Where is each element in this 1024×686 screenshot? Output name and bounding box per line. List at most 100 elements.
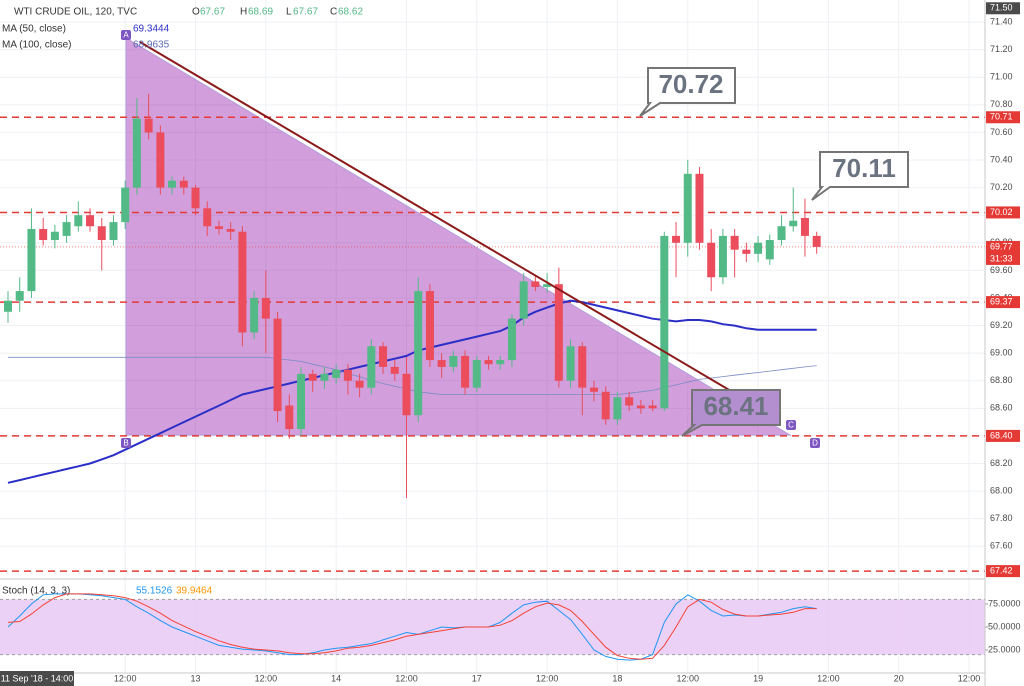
cursor-date-box [0, 671, 74, 686]
pattern-labels: A B C D [121, 30, 820, 448]
y-tick-label: 71.20 [990, 44, 1013, 54]
callout: 70.72 [639, 67, 736, 117]
ma-value: 69.3444 [133, 24, 170, 35]
plot [0, 93, 985, 572]
x-tick-label: 17 [472, 673, 482, 683]
candle-body [425, 291, 434, 361]
candle-body [214, 226, 223, 229]
candle-body [543, 284, 552, 287]
top-tag [986, 2, 1020, 15]
candle-body [168, 180, 177, 188]
candle-body [379, 346, 388, 367]
callout-text: 68.41 [703, 391, 768, 421]
ma-label: MA (100, close) [2, 40, 71, 51]
candle-body [308, 373, 317, 381]
candle-body [660, 235, 669, 409]
candle-body [437, 360, 446, 367]
level-tag [986, 565, 1020, 578]
y-tick-label: 71.40 [990, 16, 1013, 26]
point-box [121, 438, 131, 448]
candle-body [601, 391, 610, 420]
y-tick-label: 68.80 [990, 375, 1013, 385]
candle-body [672, 235, 681, 243]
point-box [786, 420, 796, 430]
point-box [810, 438, 820, 448]
candle-body [261, 297, 270, 319]
candle-body [27, 228, 36, 292]
x-tick-label: 18 [612, 673, 622, 683]
candle-body [332, 369, 341, 378]
stoch-tick-label: 50.0000 [988, 621, 1021, 631]
y-tick-label: 70.20 [990, 182, 1013, 192]
callout-box [639, 67, 736, 117]
candle-body [414, 291, 423, 416]
point-label: B [123, 439, 128, 448]
callout-box [681, 389, 781, 437]
candle-body [273, 318, 282, 412]
last-price-tag [986, 240, 1020, 265]
ohlc-key: H [240, 7, 247, 18]
level-tag-label: 69.37 [990, 296, 1013, 306]
price-axis: 67.60 67.80 68.00 68.20 68.40 68.60 68.80 69.00… [986, 2, 1021, 654]
stoch-tick-label: 25.0000 [988, 644, 1021, 654]
ohlc-value: 68.62 [338, 7, 363, 18]
candle-body [742, 249, 751, 254]
candle-body [86, 215, 95, 227]
candle-body [472, 360, 481, 388]
candle-body [238, 231, 247, 333]
ma-label: MA (50, close) [2, 24, 66, 35]
candle-body [367, 346, 376, 388]
point-label: D [812, 439, 818, 448]
level-tag-label: 67.42 [990, 565, 1013, 575]
y-tick-label: 70.60 [990, 127, 1013, 137]
candle-body [519, 281, 528, 319]
ohlc-key: C [330, 7, 337, 18]
level-tag [986, 206, 1020, 219]
candle-body [343, 369, 352, 381]
x-tick-label: 12:00 [817, 673, 840, 683]
candle-body [320, 373, 329, 381]
y-tick-label: 70.80 [990, 99, 1013, 109]
ma-value: 68.9635 [133, 40, 170, 51]
stoch-tick-label: 75.0000 [988, 598, 1021, 608]
candle-body [461, 355, 470, 388]
candle-body [97, 226, 106, 241]
candle-body [590, 387, 598, 392]
candle-body [707, 242, 716, 278]
ohlc-value: 67.67 [200, 7, 225, 18]
candle-body [226, 228, 235, 232]
callout-box [811, 151, 909, 201]
x-tick-label: 12:00 [958, 673, 981, 683]
candle-body [449, 355, 458, 367]
x-tick-label: 20 [894, 673, 904, 683]
candle-body [789, 220, 798, 227]
stoch-band [0, 599, 985, 655]
candle-body [74, 215, 83, 227]
y-tick-label: 69.60 [990, 265, 1013, 275]
candle-body [800, 217, 809, 236]
candle-body [15, 291, 24, 301]
candle-body [39, 228, 48, 241]
candle-body [648, 405, 657, 409]
x-tick-label: 12:00 [676, 673, 699, 683]
candle-body [132, 118, 141, 188]
last-price-label: 69.77 [990, 241, 1013, 251]
candle-body [625, 397, 634, 406]
y-tick-label: 68.20 [990, 458, 1013, 468]
candle-body [566, 346, 575, 381]
ma-line [7, 299, 817, 484]
x-tick-label: 12:00 [255, 673, 278, 683]
candle-body [144, 118, 153, 133]
x-tick-label: 13 [191, 673, 201, 683]
x-tick-label: 12:00 [395, 673, 418, 683]
cursor-date: 11 Sep '18 - 14:00 [1, 673, 74, 683]
candle-body [754, 242, 763, 254]
candle-body [50, 231, 59, 241]
stoch-value: 55.1526 [136, 586, 173, 597]
candle-body [777, 226, 786, 241]
symbol: WTI CRUDE OIL, 120, TVC [14, 7, 137, 18]
candle-body [156, 132, 165, 188]
point-label: A [123, 31, 129, 40]
top-tag-label: 71.50 [990, 3, 1013, 13]
candle-body [297, 373, 305, 430]
